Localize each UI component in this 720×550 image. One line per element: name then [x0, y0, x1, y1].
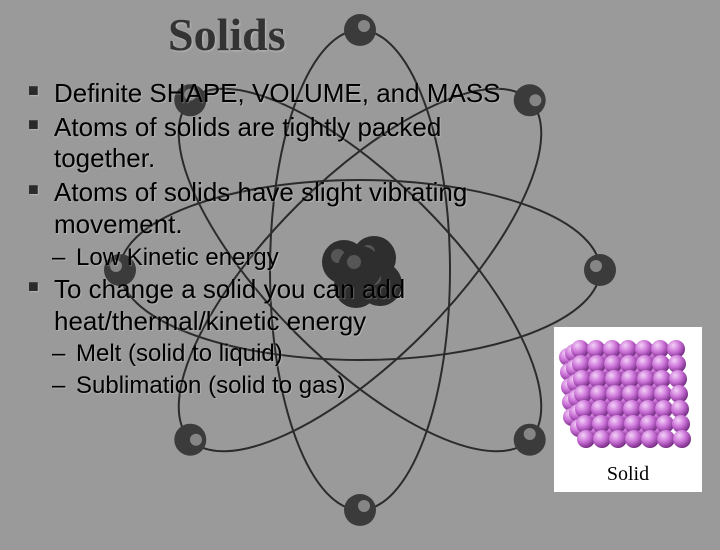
bullet-item: Atoms of solids have slight vibrating mo…	[28, 177, 538, 240]
bullet-item: Atoms of solids are tightly packed toget…	[28, 112, 538, 175]
bullet-item: To change a solid you can add heat/therm…	[28, 274, 538, 337]
bullet-sub-item: Low Kinetic energy	[28, 243, 538, 272]
solid-spheres-icon	[558, 331, 698, 461]
bullet-sub-item: Melt (solid to liquid)	[28, 339, 538, 368]
bullet-list: Definite SHAPE, VOLUME, and MASS Atoms o…	[28, 78, 538, 402]
slide-title: Solids	[168, 8, 286, 61]
bullet-item: Definite SHAPE, VOLUME, and MASS	[28, 78, 538, 110]
figure-caption: Solid	[558, 463, 698, 486]
solid-figure: Solid	[554, 327, 702, 492]
bullet-sub-item: Sublimation (solid to gas)	[28, 371, 538, 400]
